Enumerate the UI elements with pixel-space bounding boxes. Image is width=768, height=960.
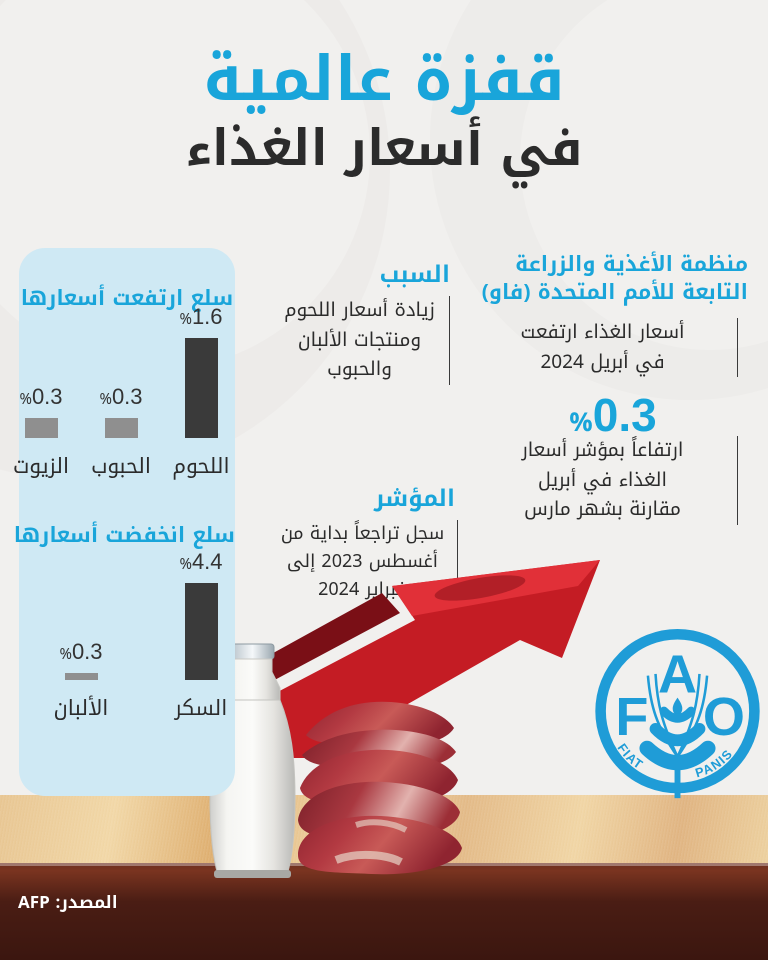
svg-text:A: A (658, 645, 697, 705)
svg-text:O: O (703, 687, 745, 747)
svg-text:F: F (615, 687, 648, 747)
